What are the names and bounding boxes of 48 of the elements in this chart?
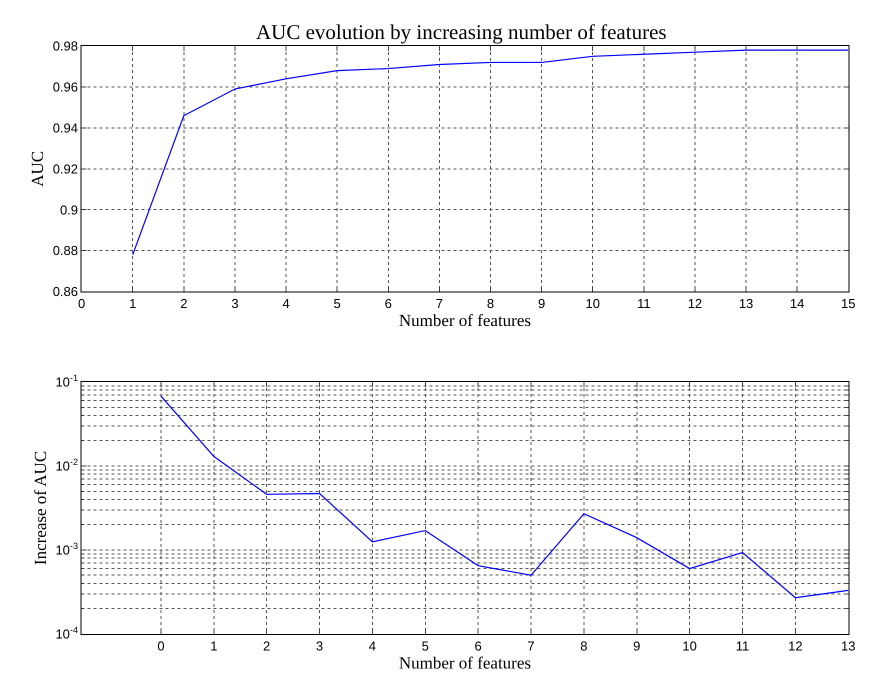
y-tick-label: 0.86 bbox=[52, 284, 78, 300]
x-tick-label: 6 bbox=[384, 296, 392, 312]
x-tick-label: 9 bbox=[538, 296, 546, 312]
x-tick-label: 9 bbox=[633, 638, 640, 654]
x-tick-label: 8 bbox=[486, 296, 494, 312]
x-tick-label: 8 bbox=[580, 638, 588, 654]
x-tick-label: 13 bbox=[841, 638, 856, 654]
y-tick-label: 10$^{-4}$ bbox=[55, 625, 78, 642]
x-tick-label: 4 bbox=[282, 296, 290, 312]
x-tick-label: 1 bbox=[129, 296, 136, 312]
x-tick-label: 7 bbox=[527, 638, 535, 654]
y-tick-label: 10$^{-1}$ bbox=[55, 373, 78, 390]
line-series bbox=[160, 395, 848, 598]
x-tick-label: 0 bbox=[78, 296, 86, 312]
x-tick-label: 13 bbox=[738, 296, 754, 312]
x-tick-label: 5 bbox=[422, 638, 429, 654]
y-tick-label: 0.94 bbox=[52, 120, 78, 136]
x-tick-label: 4 bbox=[368, 638, 376, 654]
y-tick-label: 0.98 bbox=[52, 38, 78, 54]
chart-title: AUC evolution by increasing number of features bbox=[256, 20, 667, 44]
x-tick-label: 0 bbox=[157, 638, 165, 654]
x-tick-label: 11 bbox=[736, 638, 750, 654]
y-tick-label: 0.96 bbox=[52, 80, 78, 95]
x-tick-label: 10 bbox=[682, 638, 697, 654]
x-tick-label: 6 bbox=[474, 638, 482, 654]
x-tick-label: 1 bbox=[210, 638, 218, 654]
y-axis-title: AUC bbox=[28, 150, 48, 187]
x-tick-label: 10 bbox=[585, 296, 600, 312]
x-tick-label: 11 bbox=[637, 296, 651, 312]
x-tick-label: 14 bbox=[790, 296, 804, 312]
x-tick-label: 3 bbox=[316, 638, 324, 654]
x-axis-title: Number of features bbox=[398, 311, 532, 330]
x-tick-label: 2 bbox=[263, 638, 270, 654]
x-tick-label: 12 bbox=[688, 296, 702, 312]
x-axis-title: Number of features bbox=[398, 654, 532, 673]
x-tick-label: 7 bbox=[436, 296, 444, 312]
x-tick-label: 15 bbox=[841, 296, 856, 312]
x-tick-label: 2 bbox=[180, 296, 188, 312]
x-tick-label: 3 bbox=[231, 296, 239, 312]
x-tick-label: 12 bbox=[788, 638, 803, 654]
y-tick-label: 10$^{-3}$ bbox=[55, 541, 78, 558]
x-tick-label: 5 bbox=[334, 296, 341, 312]
y-tick-label: 0.92 bbox=[52, 161, 78, 176]
y-tick-label: 10$^{-2}$ bbox=[55, 457, 78, 474]
y-tick-label: 0.9 bbox=[60, 202, 78, 218]
y-tick-label: 0.88 bbox=[52, 243, 78, 258]
line-series bbox=[132, 50, 848, 256]
y-axis-title: Increase of AUC bbox=[31, 450, 50, 566]
